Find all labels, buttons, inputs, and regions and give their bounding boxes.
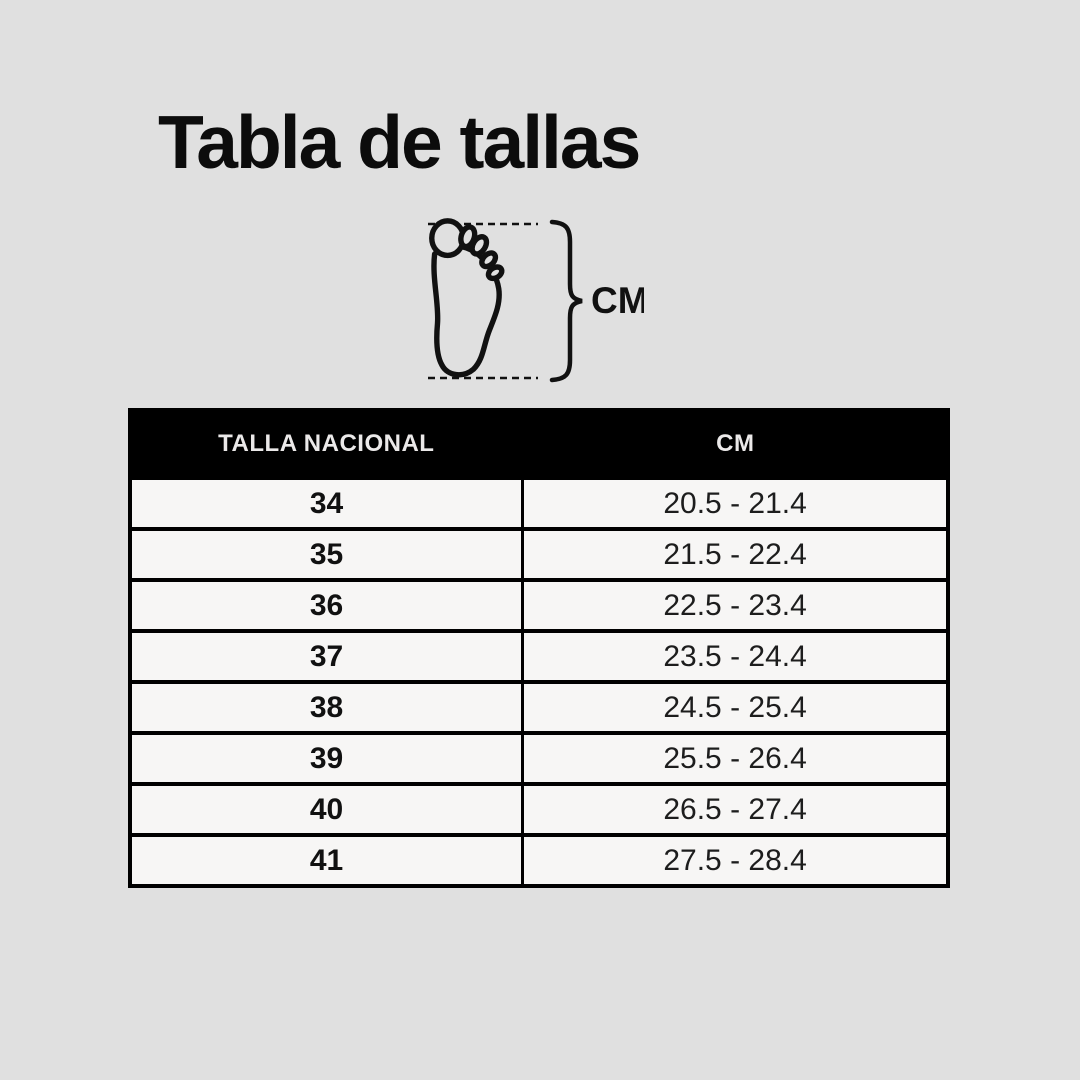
table-row: 37 23.5 - 24.4: [128, 629, 950, 684]
curly-brace-icon: [549, 219, 583, 383]
foot-measurement-illustration: CM: [424, 212, 644, 390]
unit-label: CM: [591, 280, 644, 321]
table-row: 40 26.5 - 27.4: [128, 782, 950, 837]
size-table-body: 34 20.5 - 21.4 35 21.5 - 22.4 36 22.5 - …: [128, 476, 950, 888]
talla-value: 41: [128, 833, 525, 888]
cm-range-value: 24.5 - 25.4: [521, 680, 950, 735]
size-table: TALLA NACIONAL CM 34 20.5 - 21.4 35 21.5…: [128, 408, 951, 888]
talla-value: 34: [128, 476, 525, 531]
talla-value: 37: [128, 629, 525, 684]
table-row: 38 24.5 - 25.4: [128, 680, 950, 735]
cm-range-value: 27.5 - 28.4: [521, 833, 950, 888]
foot-measurement-graphic: CM: [428, 218, 644, 383]
table-row: 39 25.5 - 26.4: [128, 731, 950, 786]
talla-value: 35: [128, 527, 525, 582]
page-title: Tabla de tallas: [158, 100, 641, 184]
foot-sole-icon: [429, 218, 505, 378]
cm-range-value: 26.5 - 27.4: [521, 782, 950, 837]
header-cm: CM: [520, 408, 951, 480]
size-table-header-row: TALLA NACIONAL CM: [128, 408, 951, 480]
cm-range-value: 25.5 - 26.4: [521, 731, 950, 786]
table-row: 34 20.5 - 21.4: [128, 476, 950, 531]
cm-range-value: 23.5 - 24.4: [521, 629, 950, 684]
header-talla-nacional: TALLA NACIONAL: [128, 408, 525, 480]
table-row: 36 22.5 - 23.4: [128, 578, 950, 633]
cm-range-value: 22.5 - 23.4: [521, 578, 950, 633]
talla-value: 40: [128, 782, 525, 837]
talla-value: 38: [128, 680, 525, 735]
table-row: 35 21.5 - 22.4: [128, 527, 950, 582]
table-row: 41 27.5 - 28.4: [128, 833, 950, 888]
cm-range-value: 21.5 - 22.4: [521, 527, 950, 582]
talla-value: 36: [128, 578, 525, 633]
cm-range-value: 20.5 - 21.4: [521, 476, 950, 531]
talla-value: 39: [128, 731, 525, 786]
